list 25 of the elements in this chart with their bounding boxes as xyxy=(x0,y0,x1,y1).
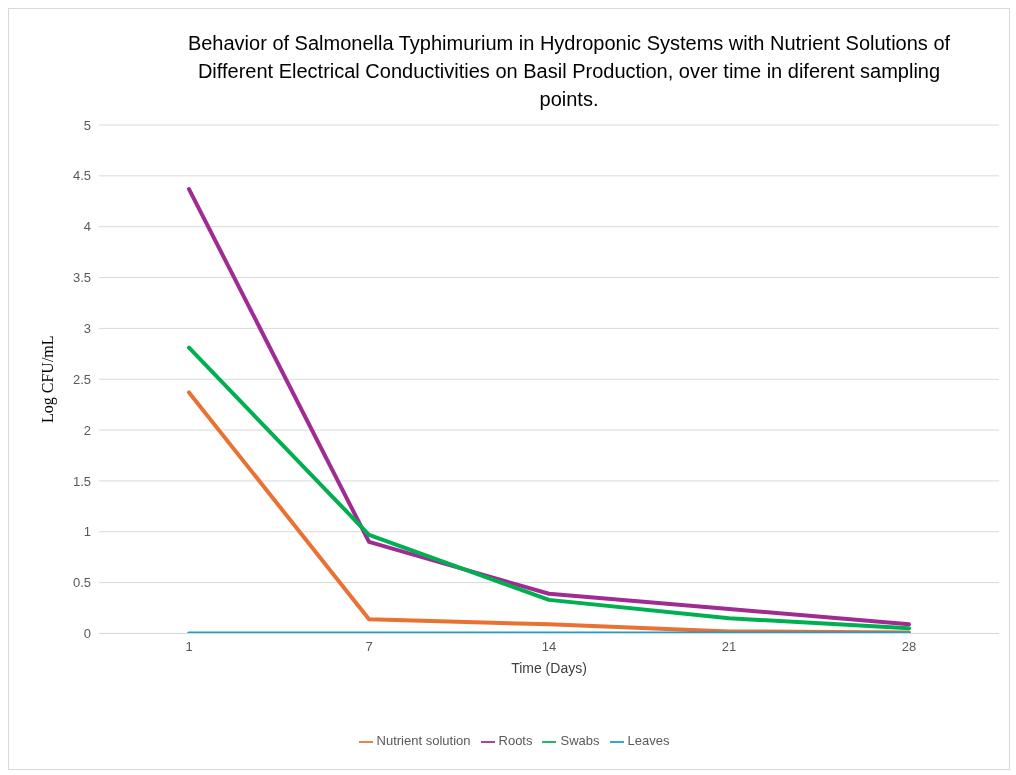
x-tick-label: 7 xyxy=(365,638,373,654)
x-tick-label: 1 xyxy=(185,638,193,654)
y-tick-label: 2 xyxy=(83,422,91,438)
y-tick-label: 5 xyxy=(83,117,91,133)
y-tick-label: 1.5 xyxy=(72,473,91,489)
legend-label: Roots xyxy=(498,733,533,749)
line-series xyxy=(187,345,911,631)
legend-label: Nutrient solution xyxy=(376,733,471,749)
y-tick-label: 2.5 xyxy=(72,371,91,387)
y-tick-label: 4 xyxy=(83,219,91,235)
y-axis-title: Log CFU/mL xyxy=(38,335,57,423)
x-tick-label: 28 xyxy=(901,638,917,654)
x-axis-title: Time (Days) xyxy=(511,660,587,677)
x-tick-label: 21 xyxy=(721,638,737,654)
legend-label: Swabs xyxy=(560,733,600,749)
y-tick-label: 3.5 xyxy=(72,270,91,286)
y-tick-label: 1 xyxy=(83,524,91,540)
y-tick-label: 4.5 xyxy=(72,168,91,184)
y-tick-label: 3 xyxy=(83,320,91,336)
legend-label: Leaves xyxy=(627,733,670,749)
y-tick-label: 0.5 xyxy=(72,575,91,591)
chart-title: Behavior of Salmonella Typhimurium in Hydroponic Systems with Nutrient Solutions of Different Electrical Conductivities on Basil Production, over time in diferent sampling points. xyxy=(186,31,952,112)
line-series xyxy=(187,187,911,627)
y-tick-label: 0 xyxy=(83,626,91,642)
x-tick-label: 14 xyxy=(541,638,557,654)
